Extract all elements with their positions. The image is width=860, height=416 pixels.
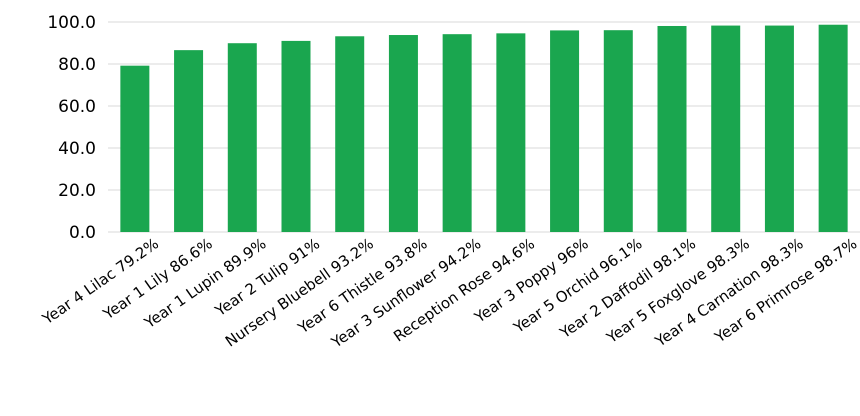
- y-axis-tick-labels: 0.0 20.0 40.0 60.0 80.0 100.0: [47, 13, 96, 243]
- y-tick-label: 80.0: [58, 55, 96, 75]
- bars: [120, 24, 848, 233]
- bar: [764, 25, 794, 232]
- bar: [496, 33, 526, 233]
- bar: [227, 43, 257, 233]
- y-tick-label: 20.0: [58, 181, 96, 201]
- x-axis-category-labels: Year 4 Lilac 79.2%Year 1 Lily 86.6%Year …: [38, 235, 860, 352]
- bar: [550, 30, 580, 233]
- bar: [711, 25, 741, 232]
- bar: [281, 40, 311, 233]
- bar: [335, 36, 365, 232]
- y-tick-label: 60.0: [58, 97, 96, 117]
- bar: [120, 65, 150, 233]
- y-tick-label: 100.0: [47, 13, 96, 33]
- gridlines: [108, 21, 860, 233]
- y-tick-label: 0.0: [69, 223, 96, 243]
- bar: [174, 50, 204, 232]
- bar: [657, 25, 687, 232]
- y-tick-label: 40.0: [58, 139, 96, 159]
- bar: [442, 34, 472, 233]
- bar: [603, 30, 633, 232]
- bar: [388, 35, 418, 232]
- bar: [818, 24, 848, 233]
